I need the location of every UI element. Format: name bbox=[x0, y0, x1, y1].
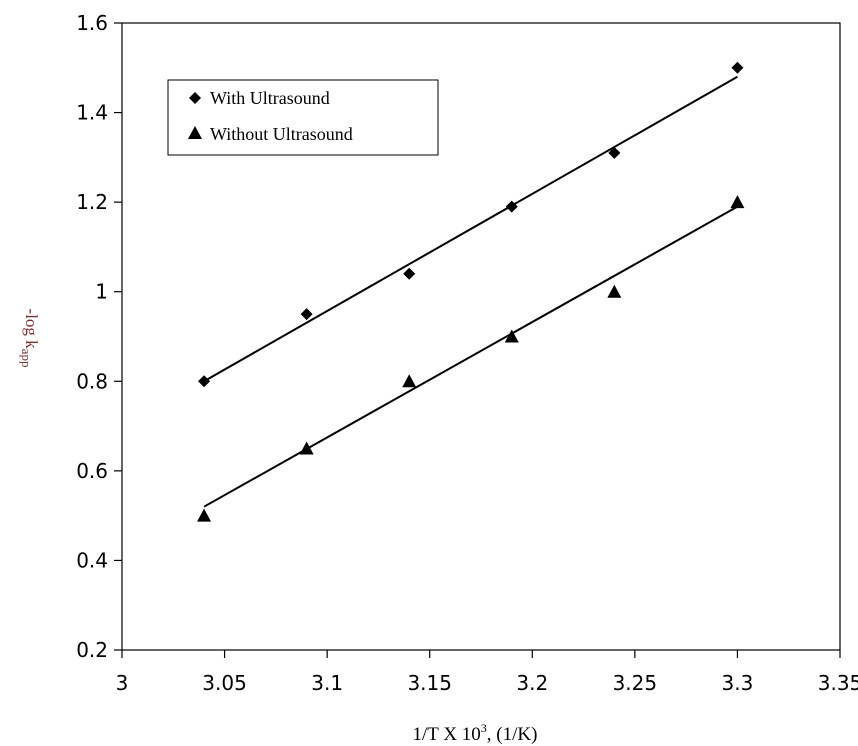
y-axis: 0.2 0.4 0.6 0.8 1 1.2 1.4 1.6 bbox=[76, 11, 122, 662]
y-tick-label: 1.2 bbox=[76, 190, 108, 214]
legend-box bbox=[167, 79, 439, 156]
data-point-without-ultrasound bbox=[402, 374, 417, 388]
data-point-without-ultrasound bbox=[730, 195, 745, 209]
y-tick-label: 1.4 bbox=[76, 101, 108, 125]
trendline-series-1 bbox=[203, 205, 738, 508]
y-axis-title: -log kapp bbox=[19, 309, 41, 368]
x-tick-label: 3.3 bbox=[722, 671, 754, 695]
data-point-without-ultrasound bbox=[504, 329, 519, 343]
legend-diamond-icon bbox=[189, 92, 201, 104]
data-point-with-ultrasound bbox=[300, 308, 313, 321]
trendline-series-0 bbox=[203, 75, 738, 383]
data-point-without-ultrasound bbox=[607, 284, 622, 298]
legend: With Ultrasound Without Ultrasound bbox=[167, 79, 439, 156]
data-point-without-ultrasound bbox=[197, 508, 212, 522]
data-point-without-ultrasound bbox=[299, 441, 314, 455]
x-tick-label: 3 bbox=[116, 671, 129, 695]
plot-border bbox=[121, 22, 841, 651]
x-axis: 3 3.05 3.1 3.15 3.2 3.25 3.3 3.35 bbox=[116, 650, 858, 695]
x-tick-label: 3.05 bbox=[202, 671, 247, 695]
y-tick-label: 1 bbox=[95, 280, 108, 304]
plot-area bbox=[121, 22, 841, 651]
y-tick-label: 0.6 bbox=[76, 459, 108, 483]
y-tick-label: 1.6 bbox=[76, 11, 108, 35]
legend-triangle-icon bbox=[188, 126, 202, 139]
x-axis-title: 1/T X 103, (1/K) bbox=[413, 721, 538, 745]
data-point-with-ultrasound bbox=[505, 200, 518, 213]
x-tick-label: 3.35 bbox=[818, 671, 858, 695]
legend-label-with-ultrasound: With Ultrasound bbox=[210, 88, 330, 108]
y-tick-label: 0.2 bbox=[76, 638, 108, 662]
x-tick-label: 3.2 bbox=[516, 671, 548, 695]
x-tick-label: 3.15 bbox=[407, 671, 452, 695]
data-point-with-ultrasound bbox=[608, 146, 621, 159]
x-tick-label: 3.25 bbox=[613, 671, 658, 695]
legend-label-without-ultrasound: Without Ultrasound bbox=[210, 124, 353, 144]
data-points bbox=[197, 61, 745, 522]
data-point-with-ultrasound bbox=[403, 267, 416, 280]
x-tick-label: 3.1 bbox=[311, 671, 343, 695]
trendlines bbox=[203, 75, 738, 508]
y-tick-label: 0.8 bbox=[76, 369, 108, 393]
data-point-with-ultrasound bbox=[198, 375, 211, 388]
y-tick-label: 0.4 bbox=[76, 548, 108, 572]
data-point-with-ultrasound bbox=[731, 61, 744, 74]
